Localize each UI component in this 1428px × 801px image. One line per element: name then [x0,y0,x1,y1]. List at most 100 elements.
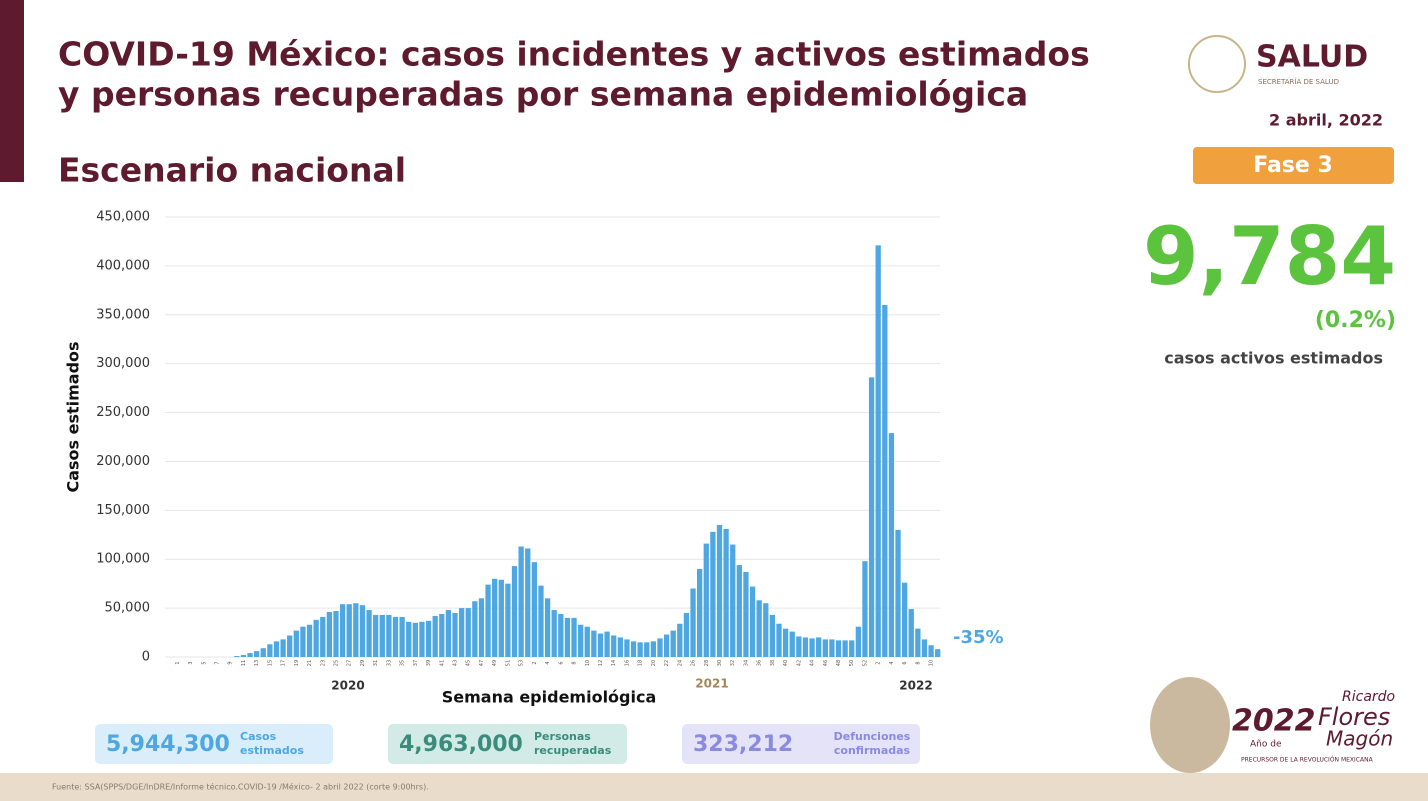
bar [505,583,511,657]
summary-label-box: Casos estimados [240,730,304,757]
summary-label: Personas recuperadas [534,730,612,757]
bar [419,621,425,657]
x-group-label: 2022 [899,679,932,693]
bar [703,543,709,657]
bar [313,619,319,657]
bar [882,305,888,657]
y-tick-label: 450,000 [96,210,150,225]
bar [353,603,359,657]
x-tick-label: 11 [241,660,247,666]
bar [551,610,557,657]
bar [234,656,240,657]
bar [386,614,392,657]
emblem-year: 2022 [1232,704,1316,739]
x-tick-label: 17 [281,660,287,666]
x-tick-label: 10 [585,660,591,666]
x-tick-label: 49 [492,660,498,666]
bar [769,614,776,657]
bar [710,531,716,657]
emblem-name: Magón [1326,727,1393,751]
emblem-portrait [1150,677,1230,773]
bar [267,644,273,657]
bar [736,565,742,657]
bar [842,640,848,657]
x-tick-label: 20 [651,660,657,666]
x-tick-label: 15 [267,660,273,666]
bar [908,609,914,657]
x-tick-label: 8 [915,661,921,664]
summary-label-box: Defunciones confirmadas [834,730,911,757]
x-tick-label: 22 [664,660,670,666]
bar [617,637,623,657]
y-tick-label: 300,000 [96,356,150,371]
phase: Fase 3 [1253,153,1333,178]
bar [723,528,729,657]
bar [412,622,418,657]
active-cases: 9,784 [1143,210,1396,303]
bar [571,617,577,657]
bar [683,613,690,657]
bar [630,641,637,657]
bar [333,611,339,657]
bar [875,245,881,657]
bar [425,620,432,657]
bar [240,655,247,657]
x-tick-label: 4 [889,661,895,664]
x-tick-label: 2 [876,661,882,664]
emblem-pre: Año de [1250,740,1282,750]
summary-box [95,724,333,764]
bar [485,584,491,657]
x-tick-label: 38 [770,660,776,666]
bar [611,635,617,657]
x-tick-label: 23 [320,660,326,666]
bar [306,624,313,657]
bar [452,613,458,657]
summary-box [682,724,920,764]
bar [637,642,643,657]
y-tick-label: 200,000 [96,454,150,469]
x-tick-label: 16 [624,660,630,666]
bar [690,588,696,657]
bar [749,586,756,657]
bar [406,621,412,657]
bar [432,615,438,657]
x-tick-label: 32 [730,660,736,666]
bar [564,617,571,657]
bar [822,639,828,657]
bar [392,616,399,657]
bar [730,544,736,657]
bar [577,624,584,657]
x-group-label: 2020 [331,679,364,693]
bar [478,598,485,657]
x-tick-label: 18 [638,660,644,666]
summary-box [388,724,627,764]
x-tick-label: 51 [505,660,511,666]
bar [921,639,928,657]
bar [366,610,372,657]
bar [756,600,762,657]
bar [644,642,650,657]
x-tick-label: 9 [228,661,234,664]
bar [604,631,610,657]
bar [716,525,723,657]
bar [339,604,346,657]
bar [359,605,366,657]
y-tick-label: 400,000 [96,258,150,273]
y-tick-label: 0 [142,650,150,665]
summary-label: Casos estimados [240,730,304,757]
bar [373,614,379,657]
active-label: casos activos estimados [1164,349,1383,368]
annotation: -35% [953,627,1004,648]
bar [677,623,683,657]
bar [544,598,551,657]
bar [346,604,352,657]
y-tick-label: 100,000 [96,552,150,567]
bar [597,633,604,657]
bar [472,601,478,657]
bar [763,603,769,657]
bar [538,585,544,657]
x-tick-label: 12 [598,660,604,666]
accent-bar [0,0,24,182]
bar [650,641,657,657]
x-tick-label: 19 [294,660,300,666]
